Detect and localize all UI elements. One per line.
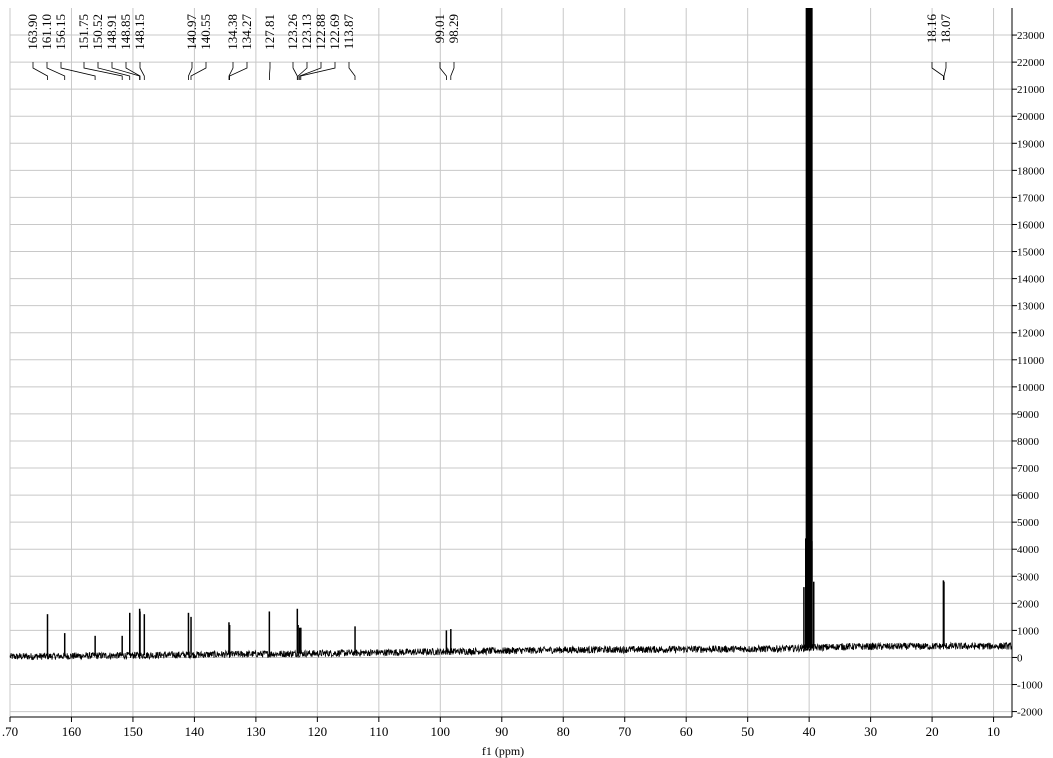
peak-leader-line — [268, 62, 271, 80]
y-tick-label: 16000 — [1017, 219, 1045, 231]
y-tick-label: 0 — [1017, 652, 1023, 664]
peak-leader-line — [125, 62, 141, 80]
x-tick-label: 60 — [680, 724, 693, 739]
x-tick-label: 130 — [246, 724, 266, 739]
peak-label: 140.55 — [198, 14, 213, 50]
y-tick-label: 7000 — [1017, 463, 1040, 475]
x-tick-label: 110 — [369, 724, 388, 739]
x-tick-label: 120 — [308, 724, 328, 739]
y-tick-label: 4000 — [1017, 544, 1040, 556]
peak-label: 18.07 — [938, 14, 953, 44]
peak-leader-line — [229, 62, 248, 80]
x-tick-label: 40 — [803, 724, 816, 739]
peak-label: 151.75 — [76, 14, 91, 50]
x-axis-title: f1 (ppm) — [482, 744, 524, 758]
peak-leader-line — [439, 62, 447, 80]
y-tick-label: 11000 — [1017, 355, 1045, 367]
peak-leader-line — [60, 62, 96, 80]
peak-label: 148.15 — [132, 14, 147, 50]
y-tick-label: 3000 — [1017, 571, 1040, 583]
peak-label: 134.27 — [239, 14, 254, 50]
peak-label: 123.13 — [299, 14, 314, 50]
peak-label: 98.29 — [446, 14, 461, 43]
peak-leader-line — [450, 62, 455, 80]
x-tick-label: 50 — [741, 724, 754, 739]
peak-leader-line — [190, 62, 207, 80]
peak-leader-line — [348, 62, 356, 80]
peak-label: 163.90 — [25, 14, 40, 50]
y-tick-label: 8000 — [1017, 436, 1040, 448]
x-tick-label: 10 — [987, 724, 1000, 739]
y-tick-label: 17000 — [1017, 192, 1045, 204]
peak-leader-line — [97, 62, 131, 80]
peak-leader-line — [46, 62, 66, 80]
peak-leader-line — [83, 62, 123, 80]
y-tick-label: 14000 — [1017, 274, 1045, 286]
peak-label: 148.85 — [118, 14, 133, 50]
peak-label: 122.69 — [327, 14, 342, 50]
peak-label: 156.15 — [53, 14, 68, 50]
x-tick-label: 90 — [495, 724, 508, 739]
peak-leader-line — [299, 62, 322, 80]
peak-label: 161.10 — [39, 14, 54, 50]
x-tick-label: 100 — [431, 724, 451, 739]
y-tick-label: 9000 — [1017, 409, 1040, 421]
y-tick-label: 15000 — [1017, 247, 1045, 259]
y-tick-label: 13000 — [1017, 301, 1045, 313]
y-tick-label: 6000 — [1017, 490, 1040, 502]
y-tick-label: 20000 — [1017, 111, 1045, 123]
x-tick-label: 30 — [864, 724, 877, 739]
y-tick-label: 19000 — [1017, 138, 1045, 150]
peak-label: 134.38 — [225, 14, 240, 50]
y-tick-label: 12000 — [1017, 328, 1045, 340]
peak-label: 122.88 — [313, 14, 328, 50]
x-tick-label: 160 — [62, 724, 82, 739]
axes: .70 160 150 140 130 120 110 100 90 80 70 60 50 40 30 20… — [2, 8, 1045, 739]
peak-label: 140.97 — [184, 14, 199, 50]
x-tick-label: 150 — [123, 724, 143, 739]
x-tick-label: 80 — [557, 724, 570, 739]
peak-leader-line — [188, 62, 193, 80]
peak-leader-line — [32, 62, 48, 80]
y-tick-label: 10000 — [1017, 382, 1045, 394]
peak-leader-line — [228, 62, 234, 80]
peak-leader-line — [297, 62, 308, 80]
y-tick-label: -1000 — [1017, 680, 1043, 692]
peak-labels: 163.90 161.10 156.15 151.75 150.52 148.91 148.… — [25, 14, 953, 80]
peak-leader-line — [943, 62, 947, 80]
peak-leader-line — [292, 62, 298, 80]
peak-label: 148.91 — [104, 14, 119, 50]
spectrum-baseline — [9, 641, 1013, 661]
peak-leader-line — [300, 62, 336, 80]
grid-lines — [9, 8, 1012, 717]
x-tick-label: 20 — [926, 724, 939, 739]
peak-leader-line — [931, 62, 944, 80]
peak-label: 113.87 — [341, 14, 356, 50]
x-tick-label: 70 — [618, 724, 631, 739]
peak-label: 150.52 — [90, 14, 105, 50]
peak-leader-line — [139, 62, 145, 80]
spectrum-trace — [9, 8, 1013, 661]
peak-label: 123.26 — [285, 14, 300, 50]
peak-label: 18.16 — [924, 14, 939, 44]
y-tick-label: 1000 — [1017, 625, 1040, 637]
y-tick-label: 23000 — [1017, 30, 1045, 42]
peak-label: 127.81 — [262, 14, 277, 50]
y-tick-label: 18000 — [1017, 165, 1045, 177]
y-tick-label: 21000 — [1017, 84, 1045, 96]
x-tick-label: 140 — [185, 724, 205, 739]
peak-label: 99.01 — [432, 14, 447, 43]
y-tick-label: 5000 — [1017, 517, 1040, 529]
y-tick-label: -2000 — [1017, 707, 1043, 719]
x-tick-label: .70 — [2, 724, 18, 739]
y-tick-label: 22000 — [1017, 57, 1045, 69]
y-tick-label: 2000 — [1017, 598, 1040, 610]
